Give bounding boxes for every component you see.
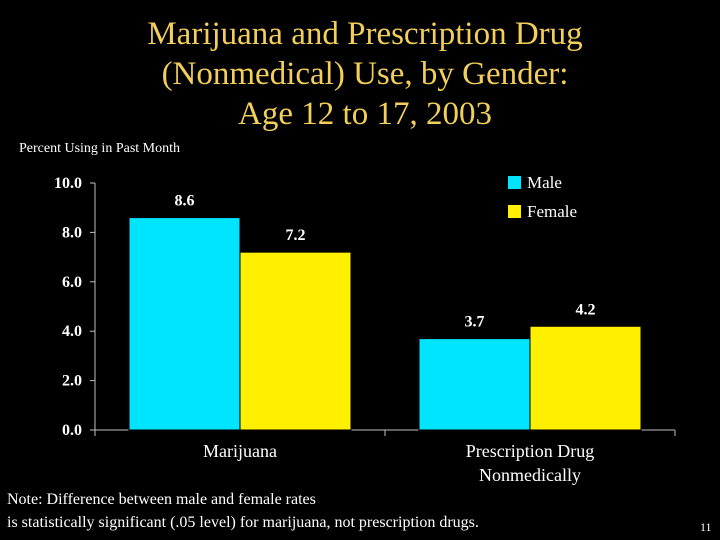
y-tick-label: 6.0	[62, 274, 82, 291]
y-axis-label: Percent Using in Past Month	[19, 141, 180, 156]
legend-label: Female	[527, 202, 577, 221]
legend-label: Male	[527, 173, 562, 192]
bar-female	[529, 325, 642, 431]
footnote-line-1: Note: Difference between male and female…	[7, 491, 316, 508]
x-category-label: Nonmedically	[479, 465, 581, 485]
legend-swatch-male	[508, 176, 521, 189]
y-tick-label: 10.0	[54, 175, 82, 192]
y-tick-label: 2.0	[62, 373, 82, 390]
title-line-2: (Nonmedical) Use, by Gender:	[161, 56, 569, 92]
y-tick-label: 0.0	[62, 422, 82, 439]
bar-male	[128, 217, 241, 431]
data-label: 3.7	[465, 314, 485, 331]
x-category-label: Marijuana	[203, 441, 277, 461]
page-number: 11	[700, 520, 712, 534]
slide-title: Marijuana and Prescription Drug (Nonmedi…	[0, 14, 720, 134]
bar-female	[239, 251, 352, 431]
title-line-1: Marijuana and Prescription Drug	[147, 16, 583, 52]
data-label: 4.2	[576, 301, 596, 318]
y-tick-label: 8.0	[62, 224, 82, 241]
x-category-label: Prescription Drug	[466, 441, 594, 461]
bar-male	[418, 338, 531, 431]
footnote-line-2: is statistically significant (.05 level)…	[7, 514, 479, 531]
legend-swatch-female	[508, 205, 521, 218]
data-label: 8.6	[175, 193, 195, 210]
title-line-3: Age 12 to 17, 2003	[238, 96, 492, 132]
y-tick-label: 4.0	[62, 323, 82, 340]
data-label: 7.2	[286, 227, 306, 244]
footnote: Note: Difference between male and female…	[7, 488, 479, 534]
